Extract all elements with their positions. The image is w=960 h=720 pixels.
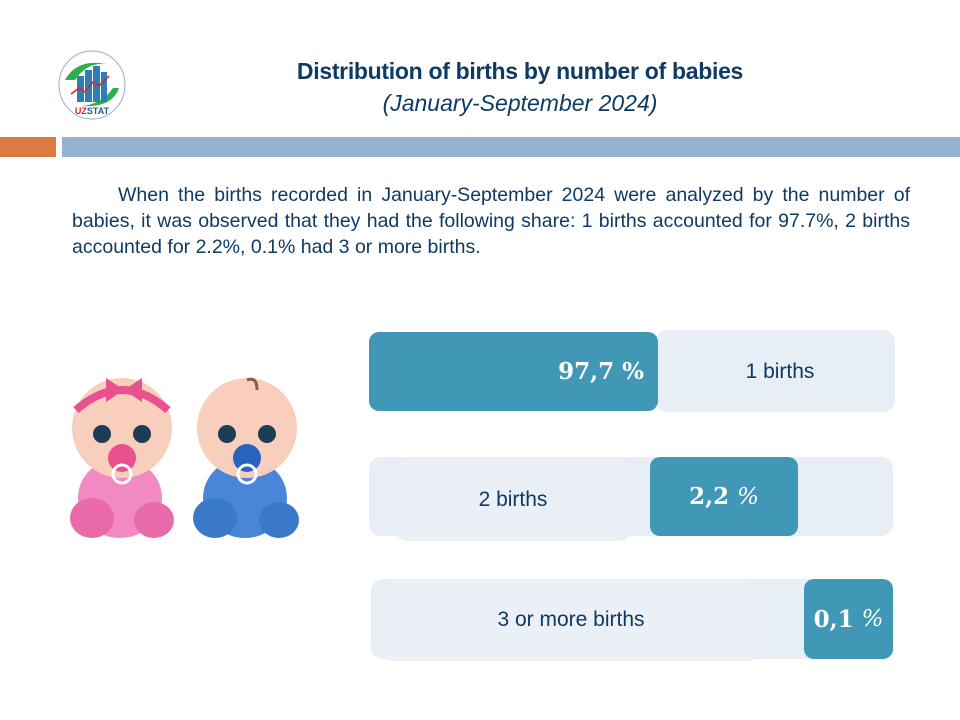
row-unit: % xyxy=(622,358,644,385)
page-subtitle: (January-September 2024) xyxy=(382,90,658,116)
row-value: 97,7 xyxy=(558,358,615,385)
row-value-bar: 2,2 % xyxy=(650,457,798,536)
row-value: 2,2 xyxy=(689,483,730,510)
page-title: Distribution of births by number of babi… xyxy=(296,58,744,84)
row-label-panel xyxy=(382,581,760,661)
baby-girl-and-boy-icon xyxy=(70,377,299,538)
baby-boy-icon xyxy=(193,377,299,538)
row-label: 1 births xyxy=(745,359,815,383)
row-label: 2 births xyxy=(478,487,548,511)
header-divider-bar xyxy=(62,137,960,157)
row-label: 3 or more births xyxy=(497,608,645,631)
uzstat-logo: UZSTAT xyxy=(58,50,126,120)
row-value-bar: 97,7 % xyxy=(369,332,658,411)
row-unit: % xyxy=(737,483,759,510)
header-accent-bar xyxy=(0,137,56,157)
row-value: 0,1 xyxy=(813,605,854,633)
row-track xyxy=(655,330,895,412)
baby-girl-icon xyxy=(70,378,174,538)
description-text: When the births recorded in January-Sept… xyxy=(72,184,910,258)
row-label-panel xyxy=(395,460,631,541)
row-unit: % xyxy=(861,606,884,632)
row-value-bar: 0,1 % xyxy=(804,579,893,659)
svg-text:UZSTAT: UZSTAT xyxy=(75,106,110,116)
